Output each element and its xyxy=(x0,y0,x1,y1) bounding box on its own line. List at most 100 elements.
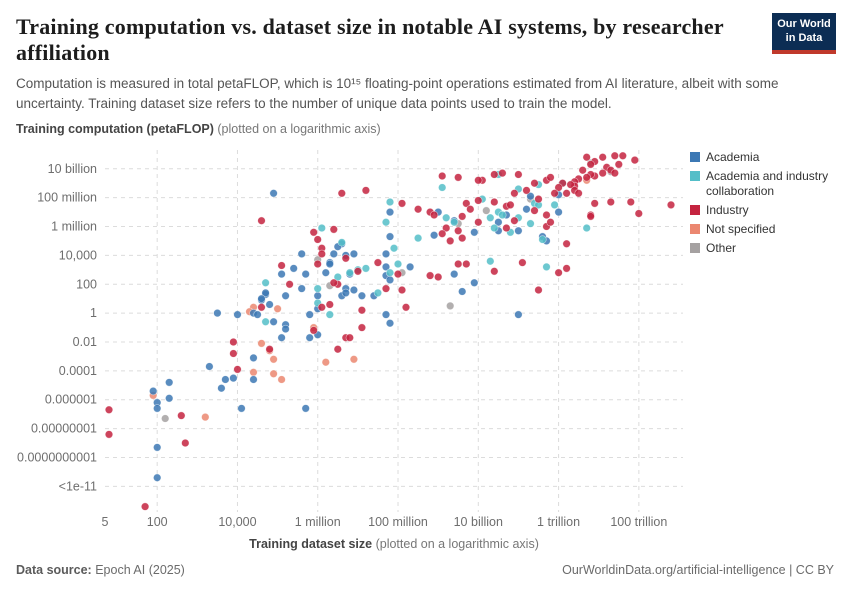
data-point[interactable] xyxy=(526,192,535,201)
data-point[interactable] xyxy=(205,362,214,371)
data-point[interactable] xyxy=(233,365,242,374)
data-point[interactable] xyxy=(269,369,278,378)
data-point[interactable] xyxy=(357,323,367,332)
data-point[interactable] xyxy=(458,212,467,221)
data-point[interactable] xyxy=(217,384,226,393)
data-point[interactable] xyxy=(385,275,395,284)
data-point[interactable] xyxy=(317,249,326,258)
data-point[interactable] xyxy=(104,405,114,414)
data-point[interactable] xyxy=(406,262,415,271)
data-point[interactable] xyxy=(430,231,439,240)
data-point[interactable] xyxy=(309,326,318,335)
data-point[interactable] xyxy=(281,324,290,334)
data-point[interactable] xyxy=(381,310,391,319)
data-point[interactable] xyxy=(397,199,407,208)
data-point[interactable] xyxy=(289,264,298,273)
data-point[interactable] xyxy=(498,168,507,178)
data-point[interactable] xyxy=(550,189,559,198)
data-point[interactable] xyxy=(458,287,467,296)
data-point[interactable] xyxy=(265,300,274,309)
data-point[interactable] xyxy=(141,502,150,511)
data-point[interactable] xyxy=(385,207,395,217)
data-point[interactable] xyxy=(450,218,459,227)
data-point[interactable] xyxy=(277,375,286,384)
data-point[interactable] xyxy=(201,413,210,422)
data-point[interactable] xyxy=(261,317,270,326)
data-point[interactable] xyxy=(265,345,274,354)
data-point[interactable] xyxy=(530,206,539,215)
data-point[interactable] xyxy=(381,249,391,258)
data-point[interactable] xyxy=(482,206,491,215)
data-point[interactable] xyxy=(462,259,471,269)
data-point[interactable] xyxy=(582,153,591,162)
data-point[interactable] xyxy=(321,358,330,367)
data-point[interactable] xyxy=(253,310,262,319)
data-point[interactable] xyxy=(562,239,571,248)
data-point[interactable] xyxy=(574,189,583,198)
data-point[interactable] xyxy=(273,304,282,313)
data-point[interactable] xyxy=(514,170,523,179)
data-point[interactable] xyxy=(562,264,571,273)
data-point[interactable] xyxy=(454,173,463,182)
data-point[interactable] xyxy=(490,223,499,233)
data-point[interactable] xyxy=(165,394,174,403)
data-point[interactable] xyxy=(261,278,270,287)
data-point[interactable] xyxy=(446,301,455,310)
data-point[interactable] xyxy=(490,267,499,276)
data-point[interactable] xyxy=(486,213,495,222)
data-point[interactable] xyxy=(582,173,591,182)
data-point[interactable] xyxy=(554,183,563,192)
data-point[interactable] xyxy=(550,200,559,210)
data-point[interactable] xyxy=(514,226,523,235)
data-point[interactable] xyxy=(269,355,278,364)
data-point[interactable] xyxy=(277,333,286,342)
data-point[interactable] xyxy=(634,209,643,218)
data-point[interactable] xyxy=(333,345,342,354)
data-point[interactable] xyxy=(281,291,290,300)
data-point[interactable] xyxy=(610,151,619,160)
data-point[interactable] xyxy=(490,170,499,179)
data-point[interactable] xyxy=(301,270,310,279)
data-point[interactable] xyxy=(337,189,346,198)
data-point[interactable] xyxy=(257,339,266,348)
data-point[interactable] xyxy=(321,268,330,277)
data-point[interactable] xyxy=(341,288,350,297)
legend-item[interactable]: Not specified xyxy=(690,222,848,237)
data-point[interactable] xyxy=(446,236,455,245)
data-point[interactable] xyxy=(277,261,286,270)
data-point[interactable] xyxy=(313,235,322,244)
data-point[interactable] xyxy=(546,218,555,227)
data-point[interactable] xyxy=(104,430,114,439)
data-point[interactable] xyxy=(221,375,230,384)
data-point[interactable] xyxy=(606,197,615,207)
data-point[interactable] xyxy=(345,333,354,342)
data-point[interactable] xyxy=(269,189,278,198)
data-point[interactable] xyxy=(510,189,519,198)
data-point[interactable] xyxy=(610,168,619,178)
data-point[interactable] xyxy=(626,197,635,207)
data-point[interactable] xyxy=(586,212,595,221)
data-point[interactable] xyxy=(373,258,383,267)
data-point[interactable] xyxy=(373,288,383,297)
data-point[interactable] xyxy=(325,259,334,269)
data-point[interactable] xyxy=(590,199,599,208)
data-point[interactable] xyxy=(542,210,551,220)
data-point[interactable] xyxy=(393,259,403,269)
data-point[interactable] xyxy=(269,317,278,326)
data-point[interactable] xyxy=(526,219,535,228)
data-point[interactable] xyxy=(229,374,238,383)
data-point[interactable] xyxy=(414,205,423,214)
data-point[interactable] xyxy=(345,268,354,277)
data-point[interactable] xyxy=(385,268,395,277)
legend-item[interactable]: Academia xyxy=(690,150,848,165)
data-point[interactable] xyxy=(149,387,158,396)
data-point[interactable] xyxy=(329,225,338,234)
data-point[interactable] xyxy=(442,213,451,222)
data-point[interactable] xyxy=(554,207,563,217)
data-point[interactable] xyxy=(165,378,174,387)
data-point[interactable] xyxy=(486,257,495,266)
data-point[interactable] xyxy=(177,411,186,420)
data-point[interactable] xyxy=(462,199,471,208)
data-point[interactable] xyxy=(257,294,266,303)
data-point[interactable] xyxy=(301,404,310,413)
